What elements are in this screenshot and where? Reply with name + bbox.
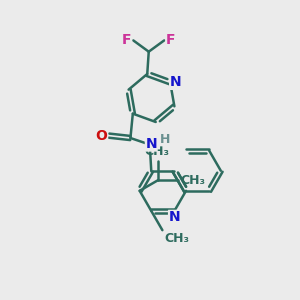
Text: O: O [96,129,107,142]
Text: N: N [169,210,180,224]
Text: F: F [166,33,175,47]
Text: CH₃: CH₃ [144,145,169,158]
Text: CH₃: CH₃ [164,232,189,245]
Text: N: N [170,75,181,89]
Text: N: N [146,137,157,151]
Text: H: H [160,133,170,146]
Text: F: F [122,33,131,47]
Text: CH₃: CH₃ [181,174,206,187]
